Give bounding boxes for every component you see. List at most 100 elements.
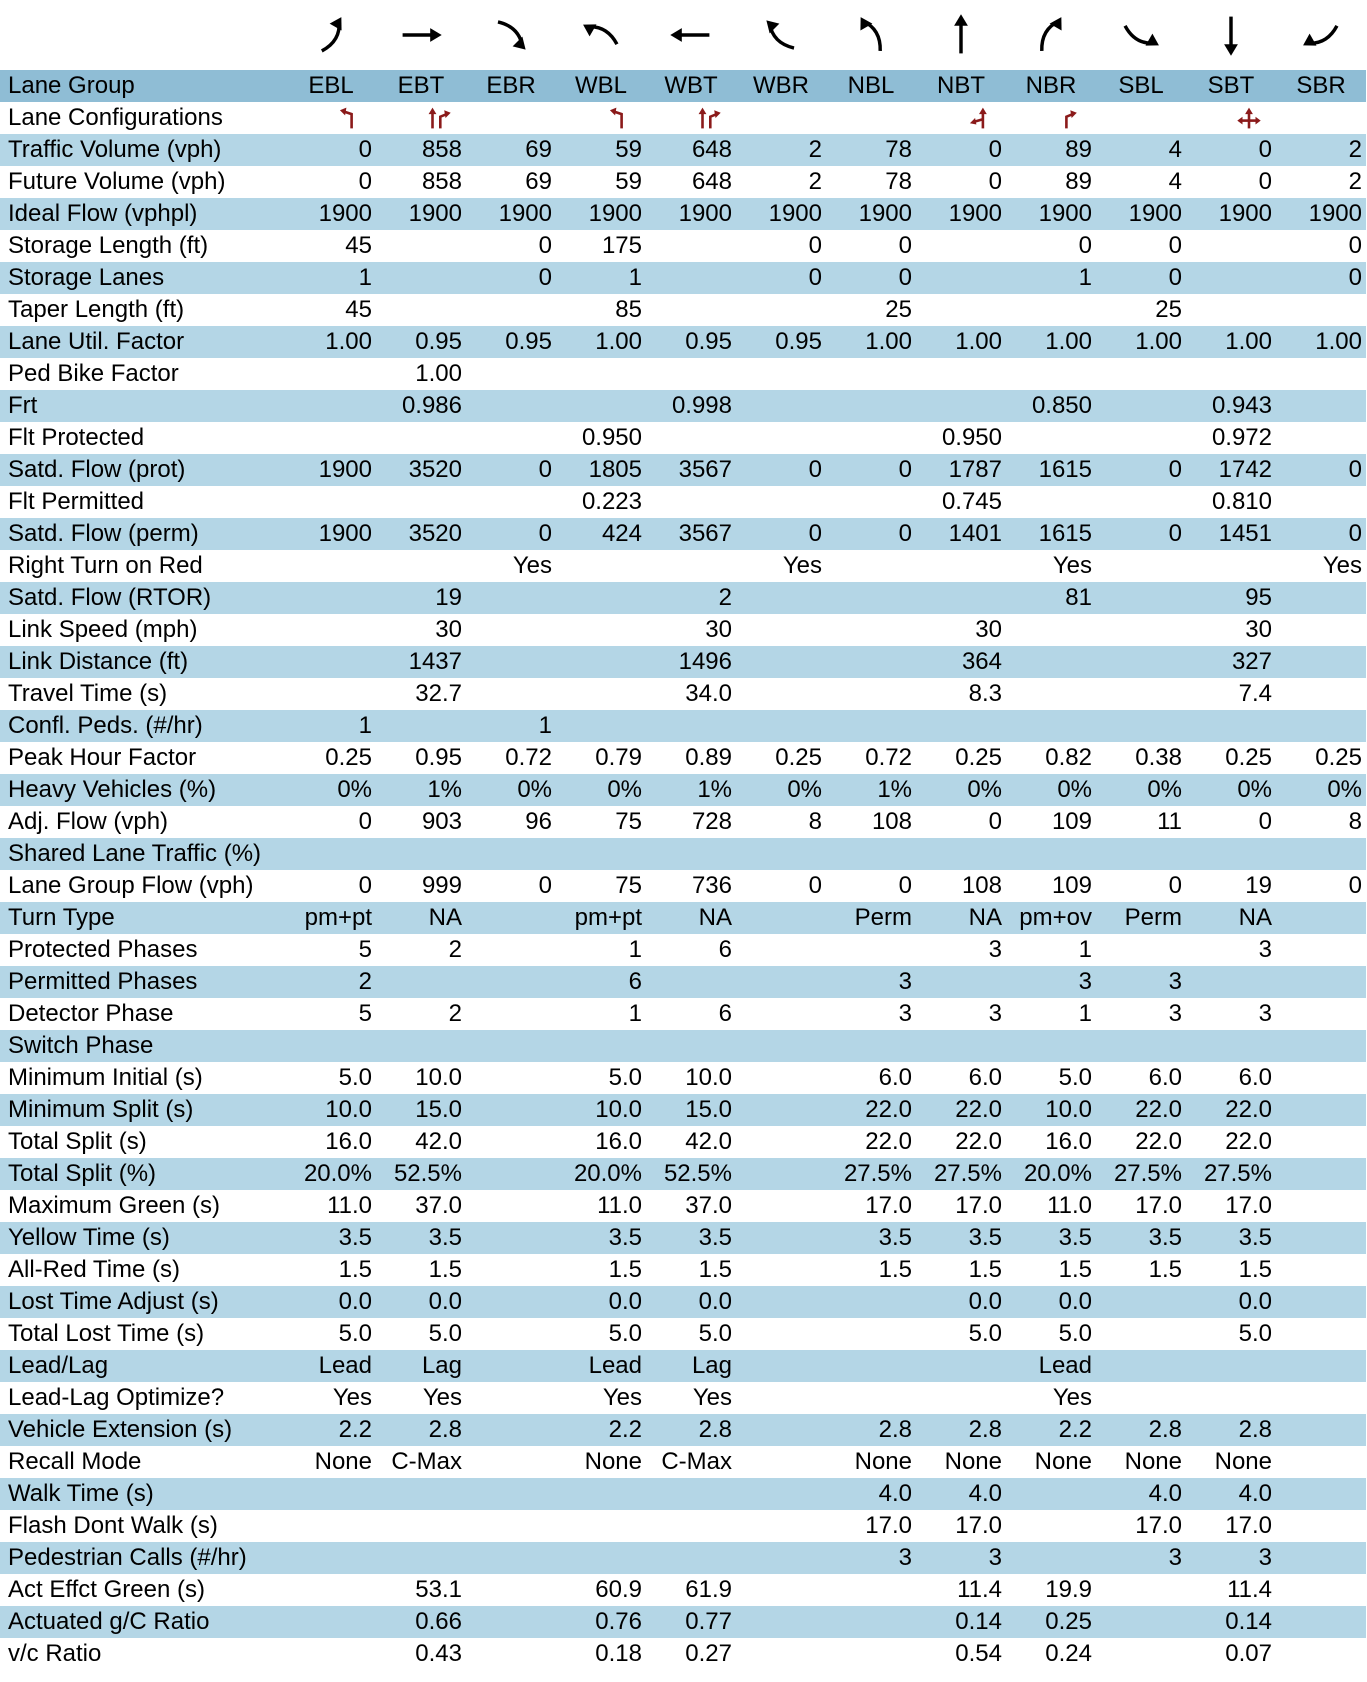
table-row: Flt Permitted 0.223 0.745 0.810 <box>0 486 1366 518</box>
cell-value: 1900 <box>498 200 552 227</box>
cell-value: 0.0 <box>608 1288 642 1315</box>
table-row: Satd. Flow (perm) 1900 3520 0 424 3567 0 0 1401 1… <box>0 518 1366 550</box>
cell-value: None <box>1124 1448 1182 1475</box>
table-row: Lane Configurations <box>0 102 1366 134</box>
cell-value: 1.00 <box>1315 328 1362 355</box>
cell-value: 1 <box>628 1000 642 1027</box>
cell-value: None <box>1214 1448 1272 1475</box>
row-label: Lane Configurations <box>8 104 223 131</box>
cell-value: 0 <box>898 456 912 483</box>
cell-value: 0.850 <box>1031 392 1092 419</box>
row-label: Total Lost Time (s) <box>8 1320 205 1347</box>
cell-value: 17.0 <box>1225 1512 1272 1539</box>
cell-value: 1.5 <box>428 1256 462 1283</box>
table-row: Walk Time (s) 4.0 4.0 4.0 4.0 <box>0 1478 1366 1510</box>
row-label: Satd. Flow (prot) <box>8 456 186 483</box>
cell-value: 0 <box>808 872 822 899</box>
cell-value: 0.14 <box>1225 1608 1272 1635</box>
cell-value: 327 <box>1231 648 1272 675</box>
cell-value: 27.5% <box>1113 1160 1182 1187</box>
row-label: Ped Bike Factor <box>8 360 179 387</box>
table-row: Heavy Vehicles (%) 0% 1% 0% 0% 1% 0% 1% 0% 0% 0% 0%… <box>0 774 1366 806</box>
cell-value: 0 <box>1348 520 1362 547</box>
table-row: Lane Util. Factor 1.00 0.95 0.95 1.00 0.95 0.9… <box>0 326 1366 358</box>
cell-value: 19.9 <box>1045 1576 1092 1603</box>
row-label: Right Turn on Red <box>8 552 203 579</box>
cell-value: 109 <box>1051 808 1092 835</box>
cell-value: 1.5 <box>968 1256 1002 1283</box>
cell-value: 1% <box>877 776 912 803</box>
cell-value: 858 <box>421 136 462 163</box>
lane-config-icon <box>609 107 623 129</box>
column-header: WBR <box>753 72 809 99</box>
cell-value: 0.95 <box>415 328 462 355</box>
cell-value: 20.0% <box>1023 1160 1092 1187</box>
cell-value: 5.0 <box>338 1320 372 1347</box>
row-label: Flt Protected <box>8 424 145 451</box>
cell-value: 108 <box>871 808 912 835</box>
cell-value: 3 <box>1168 968 1182 995</box>
lane-config-icon <box>698 107 721 129</box>
row-label: Minimum Split (s) <box>8 1096 194 1123</box>
cell-value: 8 <box>808 808 822 835</box>
cell-value: 4.0 <box>968 1480 1002 1507</box>
cell-value: 1 <box>358 712 372 739</box>
table-row: Recall Mode None C-Max None C-Max None None Non… <box>0 1446 1366 1478</box>
cell-value: 34.0 <box>685 680 732 707</box>
cell-value: 0.0 <box>338 1288 372 1315</box>
cell-value: 8 <box>1348 808 1362 835</box>
cell-value: 75 <box>615 872 642 899</box>
row-label: Flt Permitted <box>8 488 145 515</box>
cell-value: 16.0 <box>595 1128 642 1155</box>
table-row: Actuated g/C Ratio 0.66 0.76 0.77 0.14 0.25 0.… <box>0 1606 1366 1638</box>
row-label: Satd. Flow (perm) <box>8 520 199 547</box>
cell-value: 1900 <box>318 520 372 547</box>
cell-value: 17.0 <box>1135 1192 1182 1219</box>
cell-value: 59 <box>615 136 642 163</box>
row-label: Pedestrian Calls (#/hr) <box>8 1544 247 1571</box>
cell-value: 3.5 <box>1238 1224 1272 1251</box>
row-label: Protected Phases <box>8 936 198 963</box>
movement-arrow <box>583 24 619 46</box>
cell-value: 89 <box>1065 136 1092 163</box>
cell-value: 0 <box>1258 136 1272 163</box>
cell-value: 0 <box>1348 264 1362 291</box>
cell-value: 2.8 <box>698 1416 732 1443</box>
cell-value: 3 <box>898 1000 912 1027</box>
cell-value: 60.9 <box>595 1576 642 1603</box>
cell-value: 81 <box>1065 584 1092 611</box>
cell-value: 1.00 <box>595 328 642 355</box>
table-row: Lost Time Adjust (s) 0.0 0.0 0.0 0.0 0.0 0.0 0.… <box>0 1286 1366 1318</box>
cell-value: Yes <box>1322 552 1362 579</box>
cell-value: 0.0 <box>1238 1288 1272 1315</box>
cell-value: 1900 <box>1218 200 1272 227</box>
cell-value: 1 <box>628 264 642 291</box>
cell-value: 1900 <box>948 200 1002 227</box>
cell-value: 4.0 <box>878 1480 912 1507</box>
table-row: Traffic Volume (vph) 0 858 69 59 648 2 78 0 89 4 0 2 <box>0 134 1366 166</box>
row-label: Adj. Flow (vph) <box>8 808 169 835</box>
cell-value: 1.00 <box>1135 328 1182 355</box>
table-row: Shared Lane Traffic (%) <box>0 838 1366 870</box>
cell-value: 1 <box>1078 264 1092 291</box>
cell-value: 0 <box>1168 264 1182 291</box>
cell-value: Yes <box>602 1384 642 1411</box>
cell-value: 2.8 <box>1148 1416 1182 1443</box>
table-row: Total Lost Time (s) 5.0 5.0 5.0 5.0 5.0 5.0 5.0 <box>0 1318 1366 1350</box>
row-label: Frt <box>8 392 38 419</box>
cell-value: 16.0 <box>1045 1128 1092 1155</box>
row-label: All-Red Time (s) <box>8 1256 181 1283</box>
cell-value: 0.38 <box>1135 744 1182 771</box>
table-row: Total Split (s) 16.0 42.0 16.0 42.0 22.0 22.0 1… <box>0 1126 1366 1158</box>
cell-value: 11.0 <box>1047 1192 1092 1219</box>
cell-value: 0 <box>1348 456 1362 483</box>
cell-value: 0.223 <box>581 488 642 515</box>
cell-value: 0 <box>808 520 822 547</box>
cell-value: 3.5 <box>698 1224 732 1251</box>
movement-arrow <box>1224 16 1238 56</box>
cell-value: 1900 <box>318 456 372 483</box>
row-label: Total Split (%) <box>8 1160 157 1187</box>
cell-value: 3.5 <box>968 1224 1002 1251</box>
cell-value: 6.0 <box>1148 1064 1182 1091</box>
cell-value: 11.4 <box>957 1576 1002 1603</box>
